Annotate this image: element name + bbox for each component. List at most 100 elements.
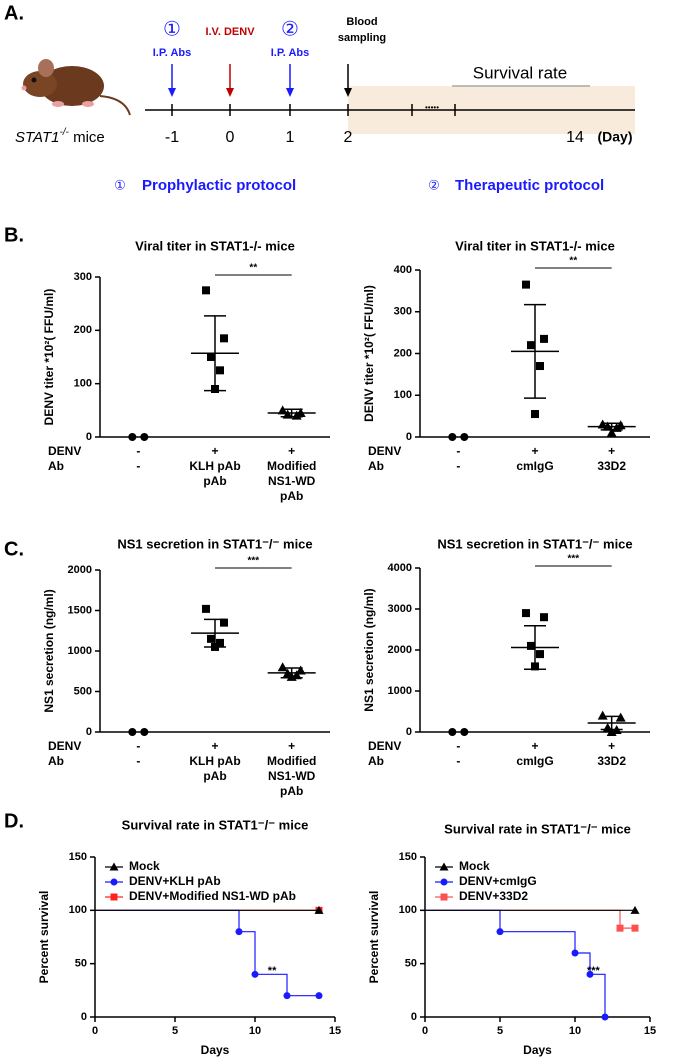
row-value: - (136, 444, 140, 458)
censor-marker (235, 928, 243, 936)
censor-marker (630, 905, 640, 914)
y-tick-label: 400 (394, 264, 412, 276)
x-axis-label: Days (523, 1043, 552, 1057)
step-marker: ① (163, 18, 181, 40)
data-point (606, 727, 617, 736)
data-point (140, 728, 149, 736)
legend-label: Mock (129, 859, 160, 873)
protocol-label: Prophylactic protocol (142, 177, 296, 194)
row-value: Modified (267, 754, 316, 768)
row-label: DENV (48, 739, 81, 753)
legend-marker (440, 878, 448, 886)
legend-label: DENV+cmIgG (459, 874, 537, 888)
strain: STAT1 (15, 129, 59, 146)
survival-line (95, 909, 319, 997)
x-tick-label: 5 (172, 1025, 178, 1037)
x-tick-label: 15 (644, 1025, 656, 1037)
data-point (460, 433, 469, 441)
y-axis-label: NS1 secretion (ng/ml) (42, 589, 56, 712)
x-tick-label: 15 (329, 1025, 341, 1037)
significance-label: *** (247, 556, 259, 567)
y-tick-label: 300 (394, 306, 412, 318)
row-value: NS1-WD (268, 769, 316, 783)
row-value: + (288, 444, 295, 458)
censor-marker (314, 905, 324, 914)
data-point (531, 410, 539, 419)
y-tick-label: 4000 (388, 562, 412, 574)
panel-label: D. (4, 810, 24, 832)
censor-marker (616, 924, 624, 932)
row-value: KLH pAb (189, 754, 240, 768)
strain-label: STAT1-/- mice (15, 127, 105, 146)
chart-title: Viral titer in STAT1-/- mice (135, 238, 295, 253)
x-axis-label: Days (201, 1043, 230, 1057)
y-tick-label: 1500 (68, 604, 92, 616)
step-label: I.P. Abs (271, 47, 310, 59)
strain-sup: -/- (59, 127, 69, 138)
row-label: Ab (368, 459, 384, 473)
y-tick-label: 1000 (68, 645, 92, 657)
panel-label: A. (4, 2, 24, 24)
row-value: + (531, 739, 538, 753)
row-value: + (531, 444, 538, 458)
data-point (128, 433, 137, 441)
x-tick-label: 0 (92, 1025, 98, 1037)
y-tick-label: 200 (74, 324, 92, 336)
arrow-head (168, 88, 176, 97)
legend-label: DENV+33D2 (459, 889, 528, 903)
day-label: 1 (286, 129, 295, 146)
censor-marker (283, 992, 291, 1000)
row-value: - (136, 754, 140, 768)
data-point (207, 634, 215, 643)
annotation: ** (268, 965, 277, 977)
row-value: - (456, 444, 460, 458)
row-value: 33D2 (597, 459, 626, 473)
censor-marker (586, 970, 594, 978)
data-point (606, 427, 617, 437)
censor-marker (631, 924, 639, 932)
data-point (522, 609, 530, 618)
y-tick-label: 2000 (68, 564, 92, 576)
significance-label: ** (569, 256, 577, 267)
censor-marker (315, 992, 323, 1000)
data-point (277, 662, 288, 672)
day-unit: (Day) (597, 129, 632, 145)
data-point (527, 641, 535, 650)
significance-label: ** (249, 263, 257, 274)
y-axis-label: DENV titer *10²( FFU/ml) (362, 285, 376, 422)
day-label: 14 (566, 129, 584, 146)
arrow-head (344, 88, 352, 97)
data-point (527, 341, 535, 350)
y-tick-label: 150 (399, 851, 417, 863)
row-value: + (608, 444, 615, 458)
data-point (202, 286, 210, 295)
row-label: Ab (368, 754, 384, 768)
annotation: *** (587, 965, 601, 977)
chart-title: NS1 secretion in STAT1⁻/⁻ mice (117, 536, 312, 551)
y-tick-label: 0 (86, 431, 92, 443)
y-tick-label: 1000 (388, 685, 412, 697)
data-point (216, 638, 224, 647)
y-tick-label: 0 (406, 726, 412, 738)
survival-line (425, 909, 635, 929)
y-tick-label: 100 (69, 904, 87, 916)
survival-label: Survival rate (473, 63, 567, 82)
y-tick-label: 100 (399, 904, 417, 916)
data-point (536, 362, 544, 371)
y-axis-label: DENV titer *10²( FFU/ml) (42, 289, 56, 426)
row-value: cmIgG (516, 459, 553, 473)
chart-title: Survival rate in STAT1⁻/⁻ mice (122, 817, 309, 832)
y-tick-label: 50 (405, 958, 417, 970)
step-label: I.P. Abs (153, 47, 192, 59)
row-value: + (211, 739, 218, 753)
row-value: cmIgG (516, 754, 553, 768)
row-value: pAb (203, 474, 226, 488)
y-tick-label: 150 (69, 851, 87, 863)
data-point (207, 353, 215, 361)
data-point (597, 710, 608, 720)
legend-marker (110, 878, 118, 886)
row-value: Modified (267, 459, 316, 473)
step-label: Blood sampling (338, 16, 386, 44)
y-tick-label: 0 (81, 1011, 87, 1023)
chart-title: Viral titer in STAT1-/- mice (455, 238, 615, 253)
